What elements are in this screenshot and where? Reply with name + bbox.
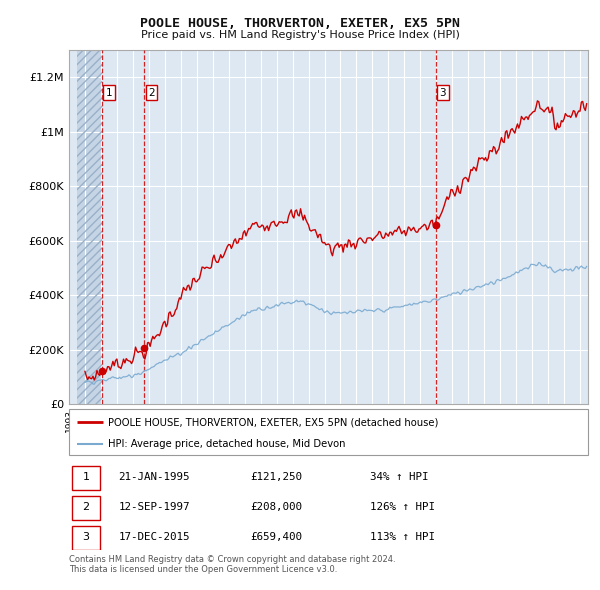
Bar [77, 50, 102, 404]
Text: 126% ↑ HPI: 126% ↑ HPI [370, 502, 435, 512]
Text: 21-JAN-1995: 21-JAN-1995 [118, 472, 190, 481]
FancyBboxPatch shape [71, 526, 100, 550]
Text: 3: 3 [440, 88, 446, 97]
Text: 17-DEC-2015: 17-DEC-2015 [118, 532, 190, 542]
Text: 2: 2 [148, 88, 155, 97]
Text: 34% ↑ HPI: 34% ↑ HPI [370, 472, 428, 481]
Text: 1: 1 [83, 472, 89, 481]
Text: Contains HM Land Registry data © Crown copyright and database right 2024.
This d: Contains HM Land Registry data © Crown c… [69, 555, 395, 574]
Text: 3: 3 [83, 532, 89, 542]
FancyBboxPatch shape [71, 496, 100, 520]
Text: POOLE HOUSE, THORVERTON, EXETER, EX5 5PN: POOLE HOUSE, THORVERTON, EXETER, EX5 5PN [140, 17, 460, 30]
Text: 2: 2 [83, 502, 89, 512]
Text: £121,250: £121,250 [251, 472, 302, 481]
FancyBboxPatch shape [69, 409, 588, 455]
FancyBboxPatch shape [71, 466, 100, 490]
Text: POOLE HOUSE, THORVERTON, EXETER, EX5 5PN (detached house): POOLE HOUSE, THORVERTON, EXETER, EX5 5PN… [108, 417, 438, 427]
Text: 12-SEP-1997: 12-SEP-1997 [118, 502, 190, 512]
Text: 113% ↑ HPI: 113% ↑ HPI [370, 532, 435, 542]
Text: £208,000: £208,000 [251, 502, 302, 512]
Text: Price paid vs. HM Land Registry's House Price Index (HPI): Price paid vs. HM Land Registry's House … [140, 30, 460, 40]
Bar [77, 50, 102, 404]
Text: £659,400: £659,400 [251, 532, 302, 542]
Text: 1: 1 [106, 88, 112, 97]
Text: HPI: Average price, detached house, Mid Devon: HPI: Average price, detached house, Mid … [108, 439, 346, 449]
